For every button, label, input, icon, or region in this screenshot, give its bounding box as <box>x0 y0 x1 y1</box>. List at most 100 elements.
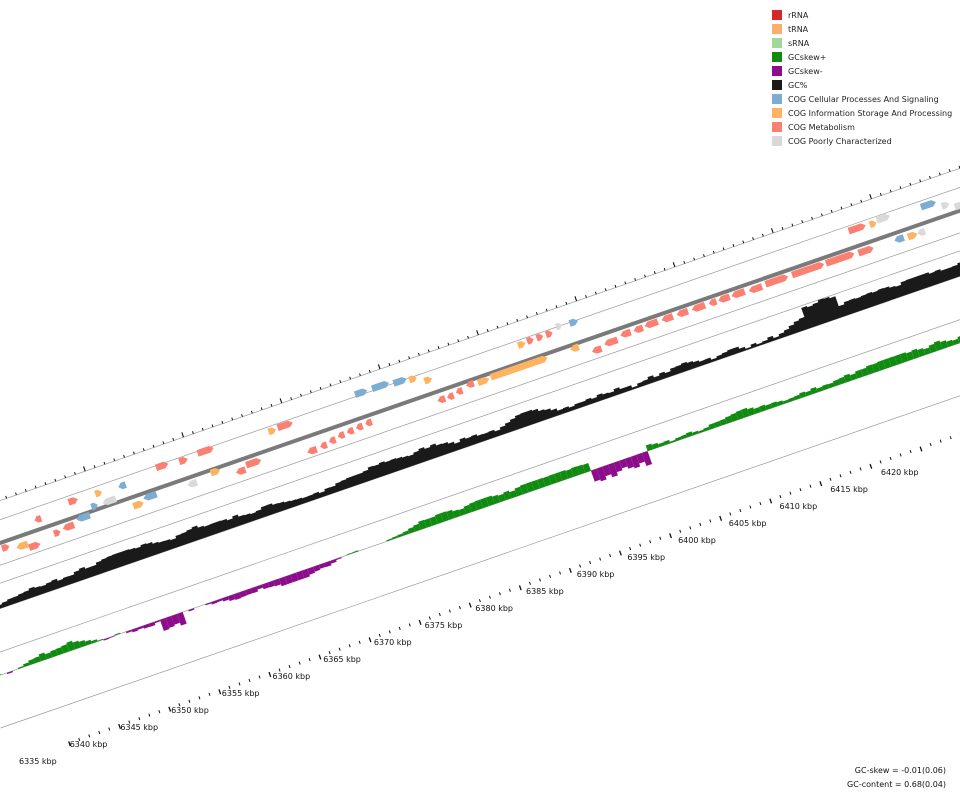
gc-skew-positive-bar <box>44 652 53 660</box>
ruler-tick <box>672 262 676 268</box>
gene-arrow <box>267 427 276 436</box>
ruler-tick <box>752 237 754 240</box>
ruler-tick <box>309 390 312 394</box>
ruler-tick <box>869 194 872 200</box>
position-label: 6400 kbp <box>678 536 716 545</box>
gc-skew-positive-bar <box>33 656 41 664</box>
ruler-tick <box>649 540 652 544</box>
ruler-tick <box>172 437 175 441</box>
ruler-tick <box>703 254 705 257</box>
ruler-tick <box>709 519 712 523</box>
stats-panel: GC-skew = -0.01(0.06) GC-content = 0.68(… <box>847 764 946 792</box>
gene-arrow <box>940 201 950 210</box>
ruler-tick <box>829 477 832 481</box>
ruler-tick <box>859 467 862 471</box>
legend-label: COG Metabolism <box>788 122 855 132</box>
gc-skew-positive-bar <box>843 373 852 383</box>
gc-skew-positive-bar <box>703 426 710 432</box>
gene-arrow <box>857 246 874 257</box>
position-label: 6410 kbp <box>780 502 818 511</box>
ruler-tick <box>318 654 322 660</box>
position-label: 6395 kbp <box>627 553 665 562</box>
ruler-tick <box>88 734 91 738</box>
gc-skew-positive-bar <box>753 407 761 414</box>
track-guide-line <box>0 275 960 609</box>
gene-arrow <box>455 387 464 395</box>
gc-skew-positive-bar <box>680 434 688 440</box>
ruler-tick <box>689 526 692 530</box>
gc-skew-negative-bar <box>233 592 242 600</box>
ruler-tick <box>634 277 637 281</box>
ruler-tick <box>388 630 391 634</box>
gc-skew-positive-bar <box>651 442 659 450</box>
ruler-tick <box>300 393 302 397</box>
gene-arrow <box>34 515 43 523</box>
gc-skew-negative-bar <box>131 627 139 633</box>
gene-arrow <box>346 426 355 435</box>
ruler-tick <box>722 247 725 251</box>
gc-skew-negative-bar <box>256 584 264 590</box>
gene-arrow <box>178 457 188 466</box>
gene-arrow <box>196 446 214 457</box>
ruler-tick <box>939 439 942 443</box>
gc-skew-positive-bar <box>346 552 353 556</box>
gc-skew-negative-bar <box>6 670 13 675</box>
gc-skew-positive-bar <box>923 347 932 355</box>
gc-skew-positive-bar <box>84 639 92 646</box>
ruler-tick <box>919 446 923 452</box>
gc-skew-positive-bar <box>735 410 744 420</box>
gc-skew-negative-bar <box>245 588 253 596</box>
gc-skew-positive-bar <box>940 340 949 349</box>
gene-arrow <box>466 380 475 388</box>
legend-item: COG Poorly Characterized <box>772 134 952 148</box>
gc-skew-positive-bar <box>571 466 580 477</box>
gc-skew-positive-bar <box>463 504 472 514</box>
gc-skew-positive-bar <box>928 343 937 353</box>
gene-arrow <box>143 490 158 501</box>
legend-item: GCskew+ <box>772 50 952 64</box>
ruler-tick <box>518 585 522 591</box>
gc-skew-negative-bar <box>318 563 326 569</box>
position-label: 6390 kbp <box>577 570 615 579</box>
ruler-tick <box>889 189 892 193</box>
ruler-tick <box>486 329 489 332</box>
gc-skew-negative-bar <box>624 457 634 469</box>
gene-arrow <box>187 479 199 488</box>
gc-skew-negative-bar <box>239 590 247 598</box>
ruler-tick <box>349 376 352 380</box>
gc-skew-positive-bar <box>719 418 727 426</box>
ruler-tick <box>308 658 311 662</box>
gc-skew-positive-bar <box>888 356 898 367</box>
ruler-tick <box>506 322 509 326</box>
ruler-tick <box>679 529 682 533</box>
ruler-tick <box>948 169 951 172</box>
gc-skew-negative-bar <box>222 596 230 602</box>
ruler-tick <box>238 682 241 686</box>
ruler-tick <box>437 346 440 349</box>
legend-swatch <box>772 122 782 132</box>
gene-arrow <box>906 231 918 241</box>
ruler-tick <box>604 288 607 291</box>
ruler-tick <box>889 456 892 461</box>
track-guide-line <box>0 186 960 521</box>
gc-skew-positive-bar <box>759 404 767 412</box>
legend-item: rRNA <box>772 8 952 22</box>
gene-arrow <box>570 343 580 352</box>
ruler-tick <box>5 495 8 499</box>
gene-arrow <box>76 511 91 522</box>
ruler-tick <box>24 488 27 492</box>
gc-skew-positive-bar <box>440 511 450 522</box>
gene-arrow <box>370 381 389 392</box>
ruler-tick <box>919 179 922 183</box>
gc-skew-negative-bar <box>177 612 187 626</box>
ruler-tick <box>270 403 273 407</box>
gc-skew-positive-bar <box>855 369 863 379</box>
position-ruler <box>68 432 960 747</box>
position-label: 6380 kbp <box>475 604 513 613</box>
gc-skew-negative-bar <box>602 464 612 477</box>
gc-skew-negative-bar <box>188 608 195 612</box>
ruler-tick <box>248 678 251 683</box>
gene-arrow <box>544 330 553 339</box>
gc-skew-positive-bar <box>911 348 920 359</box>
gc-skew-positive-bar <box>458 508 467 516</box>
